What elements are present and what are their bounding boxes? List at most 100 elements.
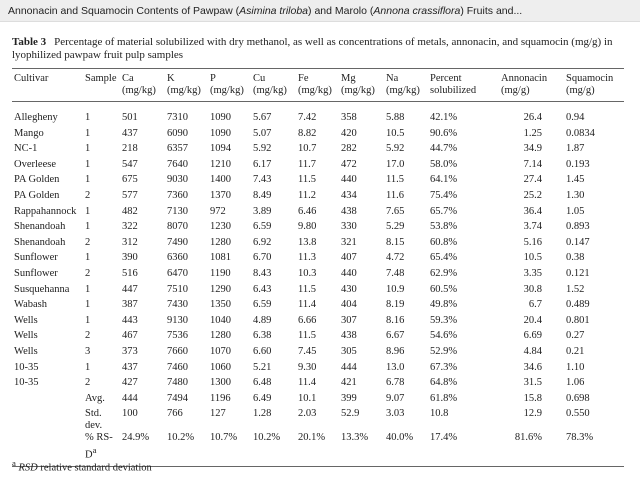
table-cell: 5.92 [386,143,405,155]
table-row: Wells 3 373 7660 1070 6.60 7.45 305 8.96 52.9% 4.8… [12,346,624,362]
table-cell: 420 [341,127,357,139]
table-cell: 64.1% [430,174,458,186]
table-cell: 7.65 [386,205,405,217]
table-cell: 7.42 [298,112,317,123]
table-cell: 1.10 [566,361,585,373]
table-cell: 10.5 [386,127,405,139]
table-row: 10-35 1 437 7460 1060 5.21 9.30 444 13.0 67.3% 34.… [12,362,624,378]
table-cell: 62.9% [430,267,458,279]
table-cell: 1.05 [566,205,585,217]
table-cell: 8.96 [386,345,405,357]
table-row: PA Golden 2 577 7360 1370 8.49 11.2 434 11.6 75.4… [12,190,624,206]
table-row: Sunflower 2 516 6470 1190 8.43 10.3 440 7.48 62.9… [12,268,624,284]
summary-row: Std. dev. 100 766 127 1.28 2.03 52.9 3.03 10.8 12… [12,408,624,432]
table-cell: Wabash [14,299,47,311]
table-cell: Sunflower [14,252,58,264]
table-cell: 1300 [210,377,231,389]
table-cell: 1.87 [566,143,585,155]
table-cell: 1230 [210,221,231,233]
table-cell: 6360 [167,252,188,264]
table-cell: 0.94 [566,112,585,123]
footnote: a RSD relative standard deviation [12,458,152,474]
table-cell: 7360 [167,189,188,201]
table-cell: 90.6% [430,127,458,139]
table-cell: 0.489 [566,299,590,311]
table-cell: 10.8 [430,408,449,420]
summary-label: % RS-Da [83,432,120,467]
table-cell: Wells [14,345,38,357]
summary-label-note: a [92,445,97,456]
table-cell: 0.698 [566,392,590,404]
table-cell: 1081 [210,252,231,264]
column-header: Annonacin (mg/g) [499,68,564,102]
table-cell: 1 [85,221,91,233]
table-cell: 11.5 [386,174,404,186]
table-cell: 447 [122,283,138,295]
title-part: Annonacin and Squamocin Contents of Pawp… [8,5,240,17]
table-cell: 399 [341,392,357,404]
table-cell: Overleese [14,158,56,170]
table-body: Allegheny 1 501 7310 1090 5.67 7.42 358 5.88 42.1… [12,102,624,467]
table-cell [12,408,83,432]
table-cell: 305 [341,345,357,357]
table-cell: 1370 [210,189,231,201]
table-cell: 6.17 [253,158,272,170]
table-cell: 6.46 [298,205,317,217]
table-cell: 61.8% [430,392,458,404]
table-cell: 5.92 [253,143,272,155]
table-cell: 6.59 [253,221,272,233]
table-cell: 1 [85,283,91,295]
table-cell: 373 [122,345,138,357]
table-cell: 26.4 [523,112,542,123]
column-header: Percent solubilized [428,68,499,102]
table-cell: 1.28 [253,408,272,420]
table-cell: 440 [341,174,357,186]
table-cell: 9.07 [386,392,405,404]
table-cell: 1070 [210,345,231,357]
table-cell: 437 [122,127,138,139]
table-row: NC-1 1 218 6357 1094 5.92 10.7 282 5.92 44.7% 34.9… [12,143,624,159]
table-cell: 10.3 [298,267,317,279]
table-cell: 282 [341,143,357,155]
table-cell: PA Golden [14,174,60,186]
column-header: Cu (mg/kg) [251,68,296,102]
table-cell: 65.4% [430,252,458,264]
table-cell: 434 [341,189,357,201]
table-cell: 6.48 [253,377,272,389]
table-cell: 10-35 [14,361,39,373]
table-cell: 1.52 [566,283,585,295]
table-cell: 17.0 [386,158,405,170]
table-cell: 1.30 [566,189,585,201]
table-cell: 7460 [167,361,188,373]
summary-label-text: % RS-D [85,432,113,461]
table-cell: 437 [122,361,138,373]
table-cell: 11.2 [298,189,316,201]
table-cell: 0.0834 [566,127,595,139]
table-cell: 127 [210,408,226,420]
table-cell: 972 [210,205,226,217]
table-cell: 2.03 [298,408,317,420]
table-cell: 1 [85,174,91,186]
column-header: Squamocin (mg/g) [564,68,624,102]
table-cell: 10.2% [165,432,208,467]
table-cell: 11.5 [298,330,316,342]
table-cell: 8.43 [253,267,272,279]
table-cell: 7430 [167,299,188,311]
table-cell: 1190 [210,267,231,279]
table-cell: 40.0% [384,432,428,467]
title-part: ) Fruits and... [460,5,523,17]
caption-label: Table 3 [12,36,47,48]
table-cell: 7.48 [386,267,405,279]
table-cell: 67.3% [430,361,458,373]
table-cell: 444 [122,392,138,404]
table-cell: 20.1% [296,432,339,467]
table-cell: 7.45 [298,345,317,357]
table-cell: 10.1 [298,392,317,404]
table-cell: 472 [341,158,357,170]
table-cell: 1 [85,314,91,326]
table-cell: 52.9% [430,345,458,357]
table-cell: 1 [85,299,91,311]
table-cell: 52.9 [341,408,360,420]
table-cell: 8.16 [386,314,405,326]
table-cell: 0.21 [566,345,585,357]
